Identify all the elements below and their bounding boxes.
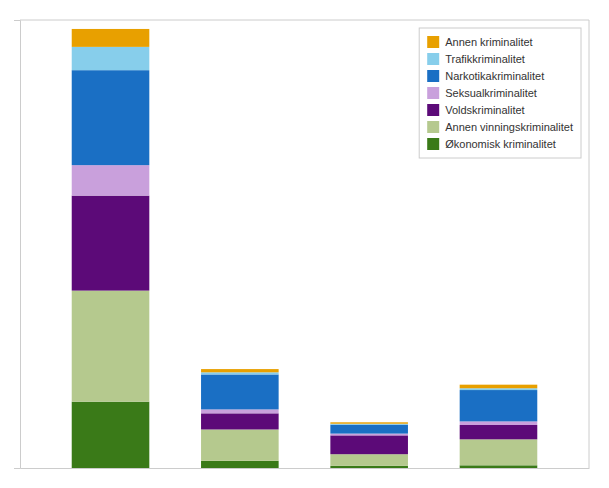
- bar: [72, 291, 150, 402]
- legend-swatch: [427, 70, 439, 82]
- legend-item: Annen vinningskriminalitet: [427, 121, 573, 133]
- bar: [72, 196, 150, 291]
- bar: [201, 369, 279, 372]
- y-axis-line: [14, 21, 21, 469]
- x-axis-line: [21, 468, 590, 469]
- legend-label: Narkotikakriminalitet: [445, 70, 544, 82]
- legend-label: Annen vinningskriminalitet: [445, 121, 573, 133]
- legend-item: Økonomisk kriminalitet: [427, 138, 556, 150]
- legend-swatch: [427, 36, 439, 48]
- legend-label: Voldskriminalitet: [445, 104, 524, 116]
- bar: [72, 47, 150, 70]
- legend-swatch: [427, 121, 439, 133]
- bar: [460, 425, 538, 439]
- x-axis: [21, 468, 590, 470]
- bar: [201, 374, 279, 409]
- bars: [72, 29, 538, 468]
- legend-item: Narkotikakriminalitet: [427, 70, 544, 82]
- bar: [330, 434, 408, 436]
- legend-label: Seksualkriminalitet: [445, 87, 537, 99]
- legend-swatch: [427, 104, 439, 116]
- frame-right: [589, 20, 590, 468]
- legend-label: Annen kriminalitet: [445, 36, 532, 48]
- bar: [330, 425, 408, 434]
- bar: [460, 388, 538, 390]
- bar: [460, 385, 538, 389]
- legend-box: [419, 28, 581, 158]
- bar: [201, 429, 279, 460]
- bar: [330, 435, 408, 454]
- bar: [330, 423, 408, 425]
- bar: [72, 402, 150, 468]
- bar: [460, 465, 538, 468]
- series: [72, 29, 538, 424]
- series: [72, 165, 538, 435]
- bar: [460, 421, 538, 425]
- legend-swatch: [427, 53, 439, 65]
- bar: [460, 390, 538, 421]
- series: [72, 196, 538, 455]
- plot: Annen kriminalitet Trafikkriminalitet Nark…: [14, 20, 590, 469]
- bar: [201, 413, 279, 429]
- bar: [201, 372, 279, 374]
- bar: [460, 439, 538, 465]
- series: [72, 47, 538, 425]
- bar: [330, 454, 408, 466]
- legend-swatch: [427, 87, 439, 99]
- bar: [201, 409, 279, 413]
- legend-swatch: [427, 138, 439, 150]
- chart: Annen kriminalitet Trafikkriminalitet Nark…: [0, 0, 609, 488]
- series: [72, 291, 538, 466]
- bar: [72, 165, 150, 195]
- bar: [330, 422, 408, 423]
- y-axis: [14, 21, 21, 469]
- legend-label: Økonomisk kriminalitet: [445, 138, 556, 150]
- bar: [72, 29, 150, 47]
- legend-item: Trafikkriminalitet: [427, 53, 525, 65]
- legend-item: Seksualkriminalitet: [427, 87, 537, 99]
- legend-item: Voldskriminalitet: [427, 104, 524, 116]
- legend-item: Annen kriminalitet: [427, 36, 532, 48]
- bar: [72, 70, 150, 165]
- legend: Annen kriminalitet Trafikkriminalitet Nark…: [419, 28, 581, 158]
- frame-top: [20, 20, 589, 21]
- bar: [330, 466, 408, 468]
- legend-label: Trafikkriminalitet: [445, 53, 525, 65]
- bar: [201, 461, 279, 468]
